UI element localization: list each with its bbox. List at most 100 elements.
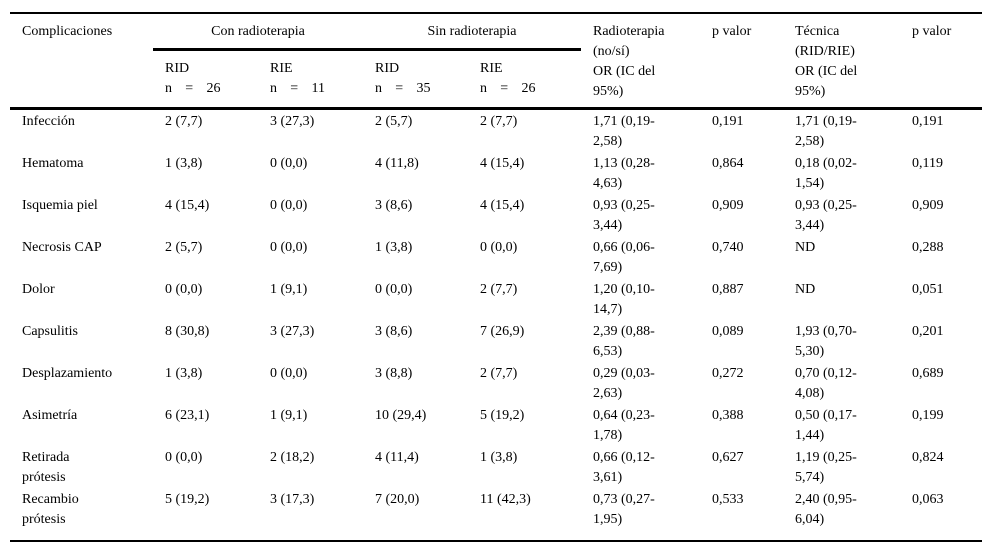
table-row-desplazamiento: Desplazamiento 1 (3,8) 0 (0,0) 3 (8,8) 2… xyxy=(10,362,982,404)
table-row-infeccion: Infección 2 (7,7) 3 (27,3) 2 (5,7) 2 (7,… xyxy=(10,109,982,153)
header-subcolumn-row: RID n = 26 RIE n = 11 RID n = 35 RIE n =… xyxy=(10,50,982,109)
cell-con-rid: 6 (23,1) xyxy=(165,408,210,423)
cell-sin-rid: 2 (5,7) xyxy=(375,114,413,129)
subcolumn-label: RID xyxy=(375,61,400,76)
cell-sin-rie: 1 (3,8) xyxy=(480,450,518,465)
cell-con-rid: 1 (3,8) xyxy=(165,156,203,171)
cell-con-rie: 0 (0,0) xyxy=(270,156,308,171)
cell-sin-rid: 10 (29,4) xyxy=(375,408,427,423)
row-label: Retirada prótesis xyxy=(22,450,70,485)
subcolumn-header-sin-rie: RIE n = 26 xyxy=(468,50,581,109)
group-header-sin-radioterapia: Sin radioterapia xyxy=(363,13,581,51)
table-row-asimetria: Asimetría 6 (23,1) 1 (9,1) 10 (29,4) 5 (… xyxy=(10,404,982,446)
cell-p-tecnica: 0,191 xyxy=(912,114,944,129)
cell-con-rid: 2 (7,7) xyxy=(165,114,203,129)
cell-sin-rid: 7 (20,0) xyxy=(375,492,420,507)
cell-sin-rid: 3 (8,6) xyxy=(375,324,413,339)
cell-sin-rie: 4 (15,4) xyxy=(480,156,525,171)
cell-con-rie: 3 (27,3) xyxy=(270,114,315,129)
row-label: Recambio prótesis xyxy=(22,492,79,527)
cell-p-radioterapia: 0,740 xyxy=(712,240,744,255)
cell-p-radioterapia: 0,627 xyxy=(712,450,744,465)
cell-sin-rid: 3 (8,8) xyxy=(375,366,413,381)
cell-sin-rie: 2 (7,7) xyxy=(480,366,518,381)
cell-p-radioterapia: 0,864 xyxy=(712,156,744,171)
cell-sin-rid: 4 (11,8) xyxy=(375,156,419,171)
cell-con-rie: 2 (18,2) xyxy=(270,450,315,465)
row-label: Dolor xyxy=(22,282,55,297)
cell-con-rie: 3 (27,3) xyxy=(270,324,315,339)
cell-or-tecnica: 1,19 (0,25-5,74) xyxy=(795,450,857,485)
cell-or-tecnica: 0,93 (0,25-3,44) xyxy=(795,198,857,233)
cell-sin-rid: 0 (0,0) xyxy=(375,282,413,297)
cell-or-radioterapia: 1,20 (0,10-14,7) xyxy=(593,282,655,317)
cell-or-tecnica: 0,50 (0,17-1,44) xyxy=(795,408,857,443)
cell-or-tecnica: ND xyxy=(795,240,816,255)
cell-p-tecnica: 0,119 xyxy=(912,156,943,171)
cell-p-tecnica: 0,288 xyxy=(912,240,944,255)
group-header-con-radioterapia: Con radioterapia xyxy=(153,13,363,51)
cell-or-tecnica: 2,40 (0,95-6,04) xyxy=(795,492,857,527)
cell-con-rid: 0 (0,0) xyxy=(165,450,203,465)
subcolumn-n: n = 35 xyxy=(375,81,431,96)
cell-or-tecnica: 1,93 (0,70-5,30) xyxy=(795,324,857,359)
cell-p-radioterapia: 0,089 xyxy=(712,324,744,339)
cell-p-tecnica: 0,063 xyxy=(912,492,944,507)
row-label: Capsulitis xyxy=(22,324,79,339)
cell-sin-rie: 11 (42,3) xyxy=(480,492,531,507)
cell-p-tecnica: 0,824 xyxy=(912,450,944,465)
complications-table: Complicaciones Con radioterapia Sin radi… xyxy=(10,12,982,542)
cell-sin-rie: 4 (15,4) xyxy=(480,198,525,213)
table-header: Complicaciones Con radioterapia Sin radi… xyxy=(10,13,982,109)
cell-p-tecnica: 0,199 xyxy=(912,408,944,423)
cell-or-radioterapia: 0,66 (0,12-3,61) xyxy=(593,450,655,485)
cell-p-radioterapia: 0,887 xyxy=(712,282,744,297)
cell-or-radioterapia: 1,71 (0,19-2,58) xyxy=(593,114,655,149)
table-row-retirada-protesis: Retirada prótesis 0 (0,0) 2 (18,2) 4 (11… xyxy=(10,446,982,488)
cell-con-rid: 0 (0,0) xyxy=(165,282,203,297)
table-row-necrosis-cap: Necrosis CAP 2 (5,7) 0 (0,0) 1 (3,8) 0 (… xyxy=(10,236,982,278)
cell-or-tecnica: ND xyxy=(795,282,816,297)
subcolumn-n: n = 11 xyxy=(270,81,325,96)
cell-con-rie: 1 (9,1) xyxy=(270,282,308,297)
cell-sin-rie: 5 (19,2) xyxy=(480,408,525,423)
table-row-dolor: Dolor 0 (0,0) 1 (9,1) 0 (0,0) 2 (7,7) 1,… xyxy=(10,278,982,320)
cell-or-radioterapia: 0,93 (0,25-3,44) xyxy=(593,198,655,233)
table-row-capsulitis: Capsulitis 8 (30,8) 3 (27,3) 3 (8,6) 7 (… xyxy=(10,320,982,362)
row-label: Necrosis CAP xyxy=(22,240,102,255)
cell-sin-rie: 2 (7,7) xyxy=(480,114,518,129)
cell-con-rie: 0 (0,0) xyxy=(270,198,308,213)
column-header-p-valor-radioterapia: p valor xyxy=(712,24,752,39)
cell-con-rie: 3 (17,3) xyxy=(270,492,315,507)
cell-con-rid: 1 (3,8) xyxy=(165,366,203,381)
cell-p-tecnica: 0,909 xyxy=(912,198,944,213)
subcolumn-n: n = 26 xyxy=(165,81,221,96)
column-header-radioterapia-or: Radioterapia (no/sí) OR (IC del 95%) xyxy=(593,24,665,99)
cell-con-rid: 2 (5,7) xyxy=(165,240,203,255)
cell-sin-rid: 1 (3,8) xyxy=(375,240,413,255)
cell-sin-rie: 0 (0,0) xyxy=(480,240,518,255)
cell-or-radioterapia: 2,39 (0,88-6,53) xyxy=(593,324,655,359)
subcolumn-label: RIE xyxy=(270,61,293,76)
cell-sin-rie: 7 (26,9) xyxy=(480,324,525,339)
cell-or-tecnica: 0,18 (0,02-1,54) xyxy=(795,156,857,191)
subcolumn-label: RIE xyxy=(480,61,503,76)
cell-or-radioterapia: 0,66 (0,06-7,69) xyxy=(593,240,655,275)
cell-con-rie: 0 (0,0) xyxy=(270,366,308,381)
column-header-tecnica-or: Técnica (RID/RIE) OR (IC del 95%) xyxy=(795,24,858,99)
subcolumn-header-con-rie: RIE n = 11 xyxy=(258,50,363,109)
row-label: Hematoma xyxy=(22,156,84,171)
column-header-complicaciones: Complicaciones xyxy=(22,24,113,39)
cell-sin-rid: 3 (8,6) xyxy=(375,198,413,213)
cell-p-tecnica: 0,689 xyxy=(912,366,944,381)
row-label: Desplazamiento xyxy=(22,366,113,381)
row-label: Asimetría xyxy=(22,408,78,423)
row-label: Infección xyxy=(22,114,75,129)
cell-p-tecnica: 0,201 xyxy=(912,324,944,339)
cell-p-radioterapia: 0,533 xyxy=(712,492,744,507)
cell-p-tecnica: 0,051 xyxy=(912,282,944,297)
cell-p-radioterapia: 0,191 xyxy=(712,114,744,129)
cell-or-radioterapia: 0,64 (0,23-1,78) xyxy=(593,408,655,443)
cell-or-radioterapia: 0,73 (0,27-1,95) xyxy=(593,492,655,527)
table-row-isquemia-piel: Isquemia piel 4 (15,4) 0 (0,0) 3 (8,6) 4… xyxy=(10,194,982,236)
